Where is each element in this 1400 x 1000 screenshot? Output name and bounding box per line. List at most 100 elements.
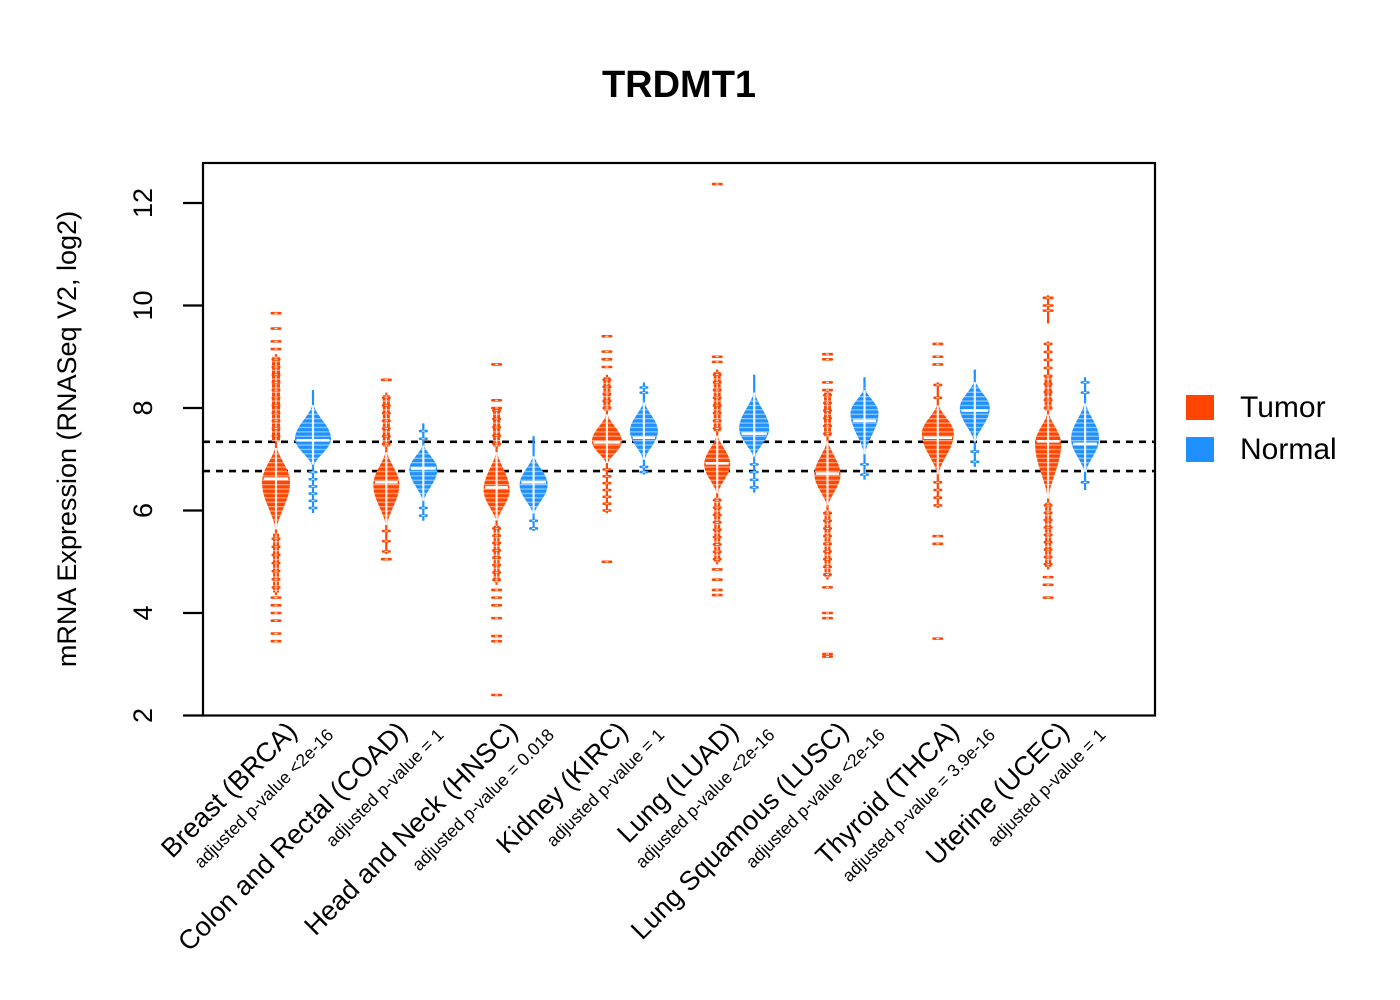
data-dash-gap: [826, 417, 829, 419]
data-dash-gap: [605, 407, 609, 409]
data-dash-gap: [495, 604, 499, 606]
violin-median-line: [705, 462, 729, 465]
data-dash-gap: [715, 507, 719, 509]
data-dash-gap: [715, 361, 719, 363]
violin-median-line: [593, 441, 621, 444]
y-tick-label: 10: [128, 290, 158, 320]
data-dash-gap: [274, 597, 278, 599]
data-dash-gap: [715, 594, 719, 596]
data-dash-gap: [274, 412, 278, 414]
data-dash-gap: [936, 543, 940, 545]
data-dash-gap: [384, 550, 388, 553]
data-dash-gap: [495, 597, 499, 599]
data-dash-gap: [274, 586, 278, 588]
data-dash-gap: [274, 312, 278, 314]
violin-tumor-group1: [262, 311, 290, 643]
violin-median-line: [1073, 442, 1097, 446]
data-dash-gap: [863, 474, 866, 476]
data-dash-gap: [936, 363, 940, 365]
data-dash-gap: [274, 546, 278, 548]
data-dash-gap: [274, 389, 278, 391]
violins-layer: [262, 182, 1100, 697]
legend-label-normal: Normal: [1240, 433, 1337, 466]
y-tick-label: 4: [128, 605, 158, 620]
data-dash-gap: [826, 550, 829, 553]
data-dash-gap: [384, 420, 388, 422]
violin-median-line: [263, 477, 289, 481]
data-dash-gap: [311, 507, 315, 509]
violin-center-line: [385, 452, 388, 526]
data-dash-gap: [495, 399, 499, 401]
data-dash-gap: [715, 397, 719, 399]
data-dash-gap: [826, 520, 829, 522]
data-dash-gap: [936, 384, 940, 386]
data-dash-gap: [274, 604, 278, 606]
data-dash-gap: [605, 366, 609, 368]
data-dash-gap: [715, 389, 719, 391]
chart-title: TRDMT1: [602, 64, 756, 106]
data-dash-gap: [495, 527, 499, 529]
data-dash-gap: [1046, 512, 1050, 514]
data-dash-gap: [495, 434, 499, 437]
data-dash-gap: [1046, 304, 1050, 307]
data-dash-gap: [274, 538, 278, 540]
data-dash-gap: [973, 451, 977, 453]
data-dash-gap: [826, 543, 829, 545]
data-dash-gap: [274, 358, 278, 360]
data-dash-gap: [1046, 359, 1050, 361]
violin-median-line: [961, 409, 989, 412]
data-dash-gap: [1046, 383, 1050, 385]
reference-lines: [203, 440, 1155, 473]
violin-median-line: [816, 472, 839, 475]
data-dash-gap: [1046, 375, 1050, 377]
data-dash-gap: [274, 578, 278, 580]
data-dash-gap: [715, 568, 719, 570]
data-dash-gap: [1046, 519, 1050, 521]
violin-normal-group4: [629, 382, 658, 475]
data-dash-gap: [274, 435, 278, 437]
data-dash-gap: [605, 468, 609, 471]
data-dash-gap: [605, 475, 609, 477]
violin-tumor-group7: [921, 342, 954, 640]
data-dash-gap: [421, 438, 425, 440]
data-dash-gap: [1046, 549, 1050, 551]
data-dash-gap: [826, 574, 829, 576]
violin-median-line: [632, 436, 656, 440]
data-dash-gap: [1046, 297, 1050, 299]
data-dash-gap: [826, 358, 829, 360]
data-dash-gap: [826, 389, 829, 391]
data-dash-gap: [715, 543, 719, 546]
data-dash-gap: [715, 183, 719, 185]
legend: Tumor Normal: [1186, 391, 1337, 466]
data-dash-gap: [936, 504, 940, 506]
data-dash-gap: [715, 427, 719, 430]
data-dash-gap: [936, 497, 940, 499]
data-dash-gap: [384, 435, 388, 437]
data-dash-gap: [1046, 310, 1050, 312]
data-dash-gap: [642, 466, 646, 468]
violin-median-line: [1036, 440, 1060, 443]
data-dash-gap: [1046, 576, 1050, 578]
data-dash-gap: [826, 381, 829, 383]
data-dash-gap: [274, 348, 278, 350]
y-tick-label: 6: [128, 503, 158, 518]
data-dash-gap: [936, 489, 940, 491]
violin-tumor-group2: [373, 378, 400, 561]
legend-swatch-normal: [1186, 437, 1214, 462]
data-dash-gap: [826, 535, 829, 537]
data-dash-gap: [1083, 481, 1087, 483]
data-dash-gap: [826, 394, 829, 396]
data-dash-gap: [605, 351, 609, 353]
data-dash-gap: [642, 392, 646, 394]
x-category-label: Colon and Rectal (COAD): [172, 716, 413, 957]
data-dash-gap: [826, 586, 829, 588]
data-dash-gap: [715, 420, 719, 422]
data-dash-gap: [826, 402, 829, 404]
data-dash-gap: [826, 425, 829, 427]
data-dash-gap: [311, 478, 315, 480]
data-dash-gap: [495, 542, 499, 544]
data-dash-gap: [826, 512, 829, 514]
y-tick-label: 2: [128, 708, 158, 723]
data-dash-gap: [715, 381, 719, 383]
data-dash-gap: [1046, 343, 1050, 345]
